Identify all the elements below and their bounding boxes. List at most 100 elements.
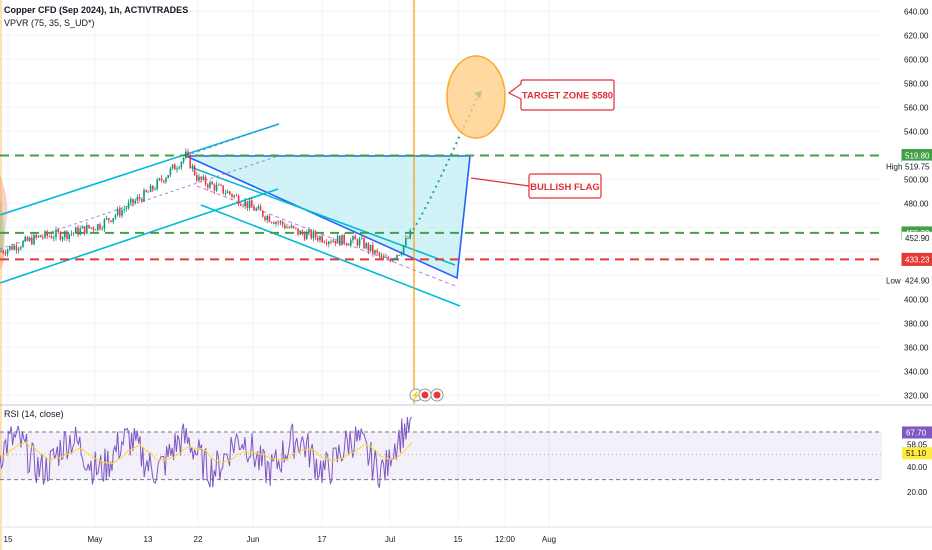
rally-dash xyxy=(185,123,279,157)
rsi-ma-line xyxy=(0,441,413,465)
candle-body xyxy=(354,236,356,240)
candle-body xyxy=(303,233,306,240)
candle-body xyxy=(152,185,154,190)
candle-body xyxy=(266,216,268,221)
candle-body xyxy=(119,208,121,216)
candle-body xyxy=(33,234,35,245)
price-tag-side-label: High xyxy=(886,163,902,172)
candle-body xyxy=(343,234,345,244)
candle-body xyxy=(317,237,319,241)
candle-body xyxy=(13,245,15,250)
candle-body xyxy=(389,259,392,262)
rsi-band xyxy=(0,432,882,480)
candle-body xyxy=(374,250,376,254)
candle-body xyxy=(193,165,196,175)
candle-body xyxy=(174,164,176,170)
candle-body xyxy=(2,251,4,253)
candle-body xyxy=(114,215,117,219)
candle-body xyxy=(332,240,334,243)
candle-body xyxy=(169,168,172,176)
candle-body xyxy=(145,189,147,192)
candle-body xyxy=(312,231,315,239)
candle-body xyxy=(53,237,55,239)
us-flag-icon[interactable] xyxy=(433,391,441,399)
candle-body xyxy=(394,258,396,259)
candle-body xyxy=(321,236,323,243)
rsi-tick: 20.00 xyxy=(907,488,928,497)
lightning-icon[interactable]: ⚡ xyxy=(410,390,421,402)
price-tag xyxy=(902,274,932,287)
candle-body xyxy=(64,231,66,238)
candle-body xyxy=(240,204,242,206)
candle-body xyxy=(385,257,387,258)
rsi-title: RSI (14, close) xyxy=(4,409,64,419)
candle-body xyxy=(328,241,330,244)
candle-body xyxy=(367,243,370,251)
candle-body xyxy=(149,185,152,193)
candle-body xyxy=(319,236,321,241)
flag-triangle xyxy=(185,155,471,280)
time-tick: 12:00 xyxy=(495,535,516,544)
candle-body xyxy=(24,236,26,242)
candle-body xyxy=(6,249,9,254)
candle-body xyxy=(334,240,337,244)
price-tick: 560.00 xyxy=(904,103,929,112)
us-flag-icon[interactable] xyxy=(421,391,429,399)
candle-body xyxy=(46,231,48,237)
candle-body xyxy=(72,232,75,234)
price-tag-value: 519.80 xyxy=(905,152,930,161)
candle-body xyxy=(323,242,326,243)
candle-body xyxy=(248,200,251,208)
candle-body xyxy=(136,197,139,201)
candle-body xyxy=(273,222,275,224)
price-tag-value: 424.90 xyxy=(905,276,930,285)
candle-body xyxy=(308,230,310,233)
candle-body xyxy=(50,236,53,239)
candle-body xyxy=(295,227,297,229)
candle-body xyxy=(88,224,90,229)
vpvr-label: VPVR (75, 35, S_UD*) xyxy=(4,18,95,28)
candle-body xyxy=(68,233,70,239)
event-icons[interactable]: ⚡ xyxy=(409,388,444,402)
candle-body xyxy=(277,221,279,223)
rsi-pane[interactable] xyxy=(0,406,882,526)
candle-body xyxy=(306,232,308,240)
candle-body xyxy=(81,226,84,229)
candle-body xyxy=(383,255,385,258)
candle-body xyxy=(222,185,224,194)
candle-body xyxy=(108,218,110,221)
candle-body xyxy=(4,252,7,254)
candle-body xyxy=(286,227,288,229)
candle-body xyxy=(90,227,92,229)
candle-body xyxy=(310,230,312,239)
candle-body xyxy=(86,224,88,234)
candle-body xyxy=(116,208,119,216)
candle-body xyxy=(99,224,101,230)
candle-body xyxy=(400,253,403,256)
candlestick-series xyxy=(0,148,411,263)
candle-body xyxy=(242,205,244,207)
candle-body xyxy=(339,235,341,246)
price-tick: 640.00 xyxy=(904,7,929,16)
candle-body xyxy=(211,182,213,185)
price-tick: 340.00 xyxy=(904,367,929,376)
price-axis[interactable]: 640.00 620.00 600.00 580.00 560.00 540.00 500.… xyxy=(904,7,929,400)
candle-body xyxy=(123,209,125,211)
candle-body xyxy=(361,237,363,239)
target-callout: TARGET ZONE $580 xyxy=(507,79,615,111)
time-axis[interactable]: 15 May 13 22 Jun 17 Jul 15 12:00 Aug xyxy=(4,535,557,544)
candle-body xyxy=(171,164,174,169)
candle-body xyxy=(279,221,282,223)
candle-body xyxy=(132,198,134,204)
candle-body xyxy=(224,193,227,195)
candle-body xyxy=(31,237,33,245)
candle-body xyxy=(363,237,365,249)
candle-body xyxy=(275,221,277,224)
candle-body xyxy=(70,233,73,235)
candle-body xyxy=(101,228,103,230)
price-tick: 540.00 xyxy=(904,127,929,136)
price-tick: 380.00 xyxy=(904,319,929,328)
candle-body xyxy=(26,236,29,241)
candle-body xyxy=(28,237,31,241)
